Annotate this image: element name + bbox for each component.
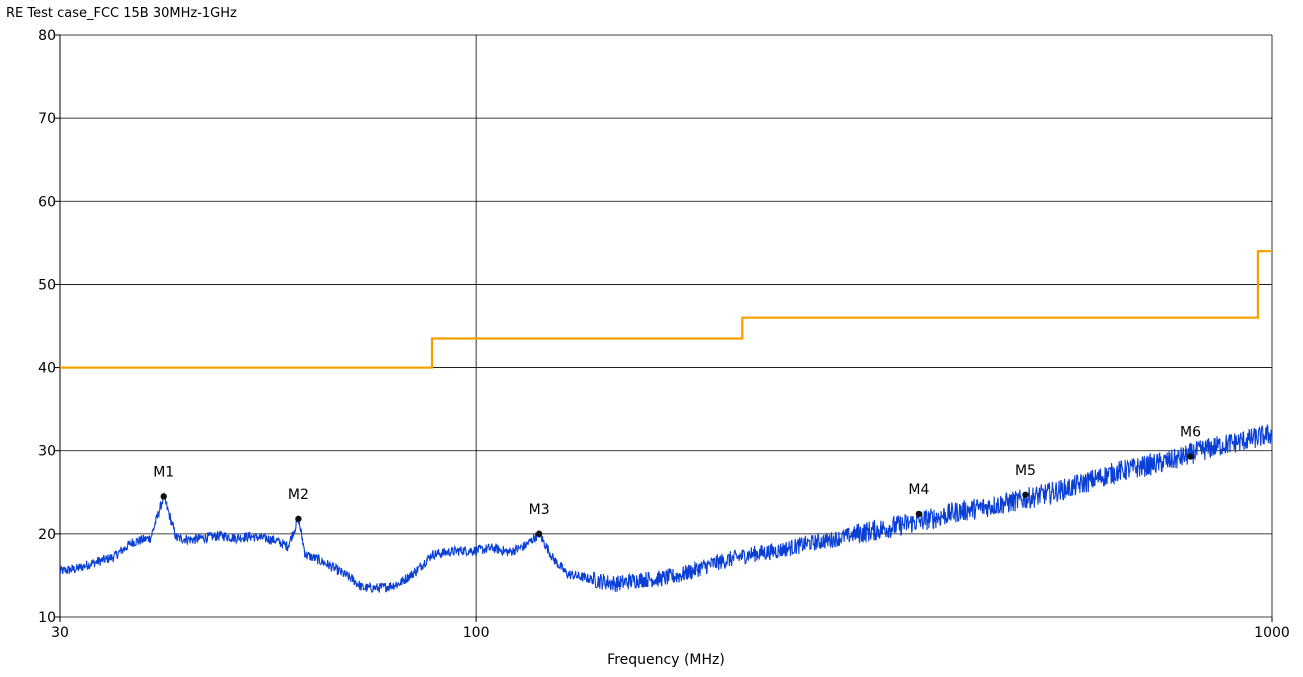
marker-point: [160, 493, 167, 500]
marker-label: M6: [1180, 425, 1201, 441]
axes: 10 20 30 40 50 60 70 80 30 100 1000: [38, 28, 1290, 641]
y-tick-label: 40: [38, 361, 56, 377]
marker-label: M5: [1015, 463, 1036, 479]
y-tick-label: 60: [38, 194, 56, 210]
series-group: [59, 250, 1273, 593]
y-tick-label: 50: [38, 277, 56, 293]
marker-label: M3: [529, 502, 550, 518]
limit-line: [60, 250, 1272, 369]
y-tick-label: 30: [38, 444, 56, 460]
y-tick-label: 10: [38, 610, 56, 626]
x-axis-label: Frequency (MHz): [607, 652, 725, 668]
x-tick-label: 1000: [1254, 625, 1290, 641]
marker-label: M1: [153, 464, 174, 480]
marker-point: [1187, 453, 1194, 460]
y-tick-label: 20: [38, 527, 56, 543]
marker-label: M4: [908, 482, 929, 498]
marker-point: [915, 510, 923, 518]
measurement-trace: [59, 423, 1273, 593]
y-tick-label: 80: [38, 28, 56, 44]
y-tick-label: 70: [38, 111, 56, 127]
marker-point: [295, 515, 302, 523]
marker-point: [535, 530, 543, 538]
chart-title: RE Test case_FCC 15B 30MHz-1GHz: [6, 6, 237, 21]
x-tick-label: 100: [463, 625, 490, 641]
marker-label: M2: [288, 487, 309, 503]
x-tick-label: 30: [51, 625, 69, 641]
markers-group: M1 M2 M3 M4 M5 M6: [153, 425, 1201, 538]
grid: [59, 34, 1273, 618]
marker-point: [1022, 491, 1029, 498]
